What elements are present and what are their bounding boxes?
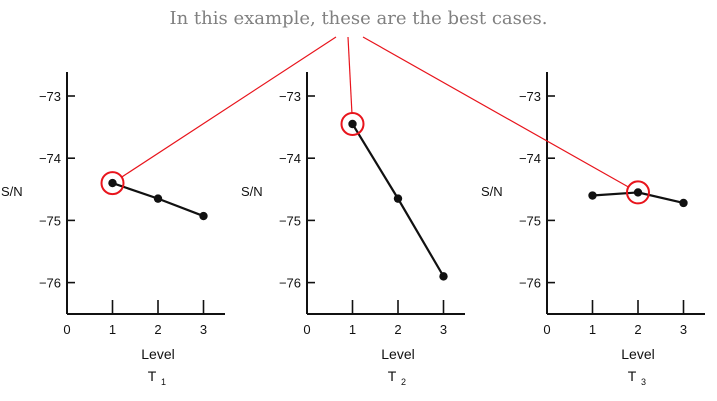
y-tick-label: −75 — [279, 213, 301, 228]
x-tick-label: 1 — [349, 322, 356, 337]
x-tick-label: 0 — [543, 322, 550, 337]
panel-subtitle: T — [148, 368, 157, 384]
x-tick-label: 2 — [634, 322, 641, 337]
y-axis-label: S/N — [1, 184, 23, 199]
y-tick-label: −74 — [39, 151, 61, 166]
x-tick-label: 3 — [200, 322, 207, 337]
x-tick-label: 3 — [680, 322, 687, 337]
y-tick-label: −73 — [279, 89, 301, 104]
panel-subtitle-subscript: 1 — [161, 377, 166, 387]
data-point — [439, 272, 448, 281]
caption: In this example, these are the best case… — [169, 8, 548, 29]
data-point — [199, 211, 208, 221]
y-tick-label: −73 — [39, 89, 61, 104]
x-axis-label: Level — [141, 346, 174, 362]
callout-line — [121, 36, 337, 178]
y-tick-label: −73 — [519, 89, 541, 104]
x-tick-label: 2 — [394, 322, 401, 337]
data-point — [393, 194, 403, 203]
panel-subtitle-subscript: 3 — [641, 377, 646, 387]
y-tick-label: −76 — [519, 276, 541, 291]
callout-line — [347, 36, 353, 114]
data-point — [588, 191, 597, 200]
data-point — [108, 178, 117, 188]
x-tick-label: 1 — [589, 322, 596, 337]
x-axis-label: Level — [621, 346, 654, 362]
best-case-highlight — [340, 111, 365, 136]
x-tick-label: 1 — [109, 322, 116, 337]
callout-line — [362, 36, 629, 188]
y-tick-label: −76 — [279, 276, 301, 291]
x-tick-label: 0 — [63, 322, 70, 337]
x-tick-label: 0 — [303, 322, 310, 337]
y-axis-label: S/N — [481, 184, 503, 199]
panel-subtitle: T — [628, 368, 637, 384]
y-tick-label: −75 — [39, 213, 61, 228]
data-point — [153, 194, 163, 203]
y-tick-label: −74 — [519, 151, 541, 166]
best-case-highlight — [100, 171, 125, 196]
y-axis-label: S/N — [241, 184, 263, 199]
data-point — [348, 119, 357, 129]
x-tick-label: 2 — [154, 322, 161, 337]
y-tick-label: −74 — [279, 151, 301, 166]
data-point — [633, 188, 643, 197]
y-tick-label: −75 — [519, 213, 541, 228]
x-tick-label: 3 — [440, 322, 447, 337]
y-tick-label: −76 — [39, 276, 61, 291]
data-point — [679, 198, 688, 208]
panel-subtitle: T — [388, 368, 397, 384]
best-case-highlight — [626, 180, 650, 205]
x-axis-label: Level — [381, 346, 414, 362]
panel-subtitle-subscript: 2 — [401, 377, 406, 387]
